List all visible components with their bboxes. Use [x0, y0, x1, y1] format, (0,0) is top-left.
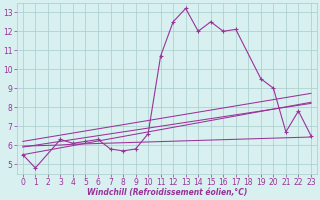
- X-axis label: Windchill (Refroidissement éolien,°C): Windchill (Refroidissement éolien,°C): [87, 188, 247, 197]
